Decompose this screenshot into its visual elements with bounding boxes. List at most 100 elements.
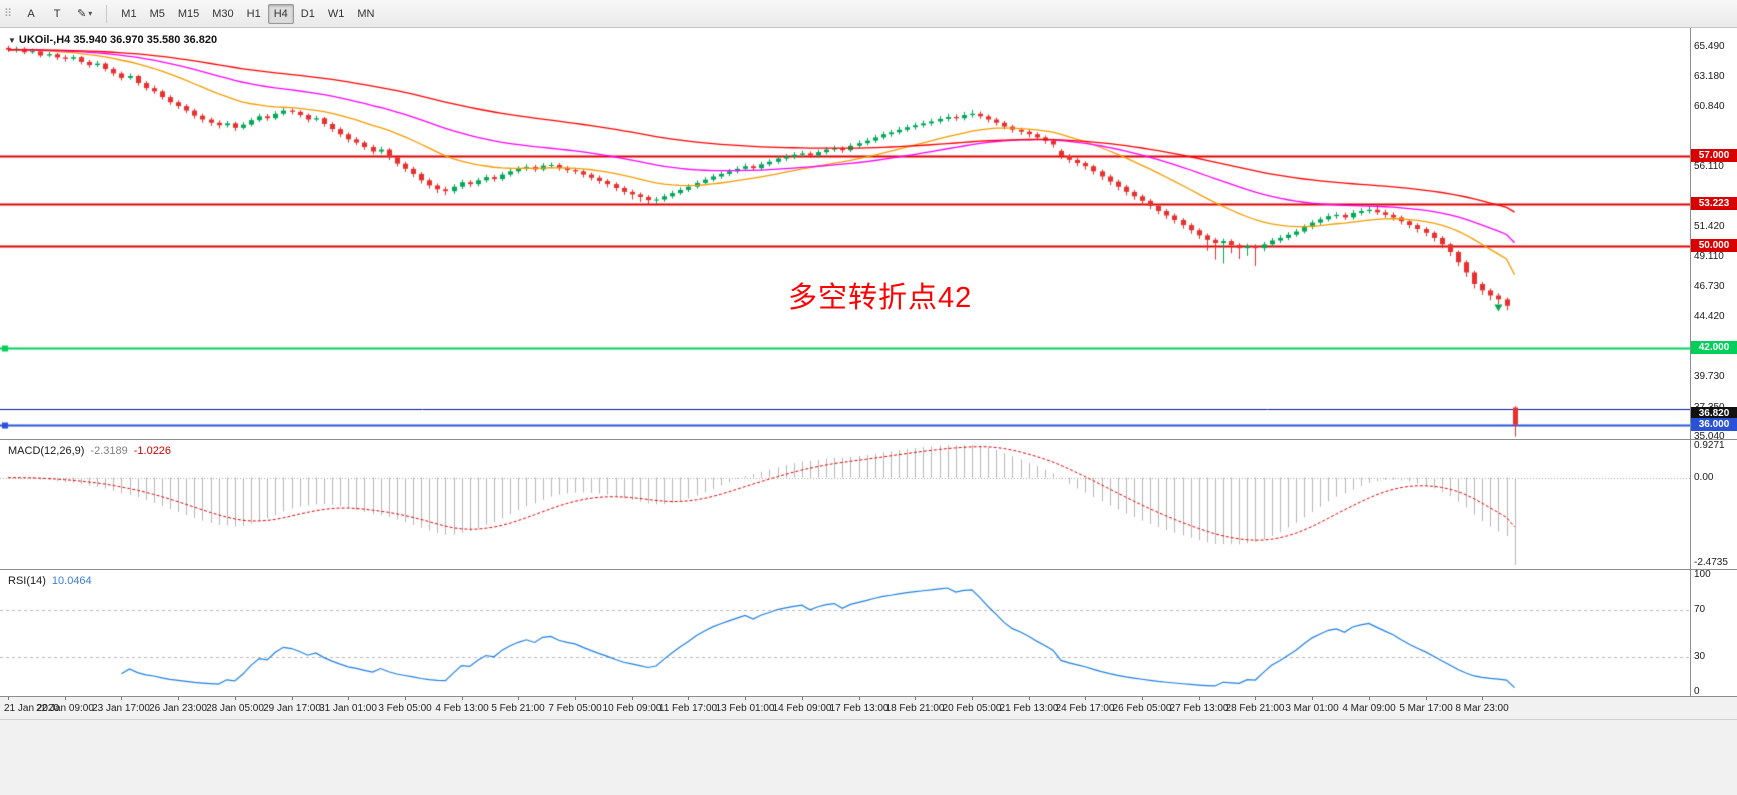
time-axis-tick [972,697,973,700]
macd-signal-value: -1.0226 [133,445,172,457]
macd-axis-label: 0.00 [1694,471,1714,483]
rsi-axis[interactable]: 100 70 30 0 [1690,569,1737,697]
price-badge: 42.000 [1691,341,1737,354]
chart-annotation-text[interactable]: 多空转折点42 [788,282,973,314]
time-axis-label: 20 Feb 05:00 [942,703,1002,714]
timeframe-button-d1[interactable]: D1 [295,4,321,24]
rsi-axis-label: 0 [1694,686,1700,697]
macd-main-value: -2.3189 [90,445,128,457]
timeframe-button-m5[interactable]: M5 [144,4,171,24]
time-axis-label: 4 Feb 13:00 [435,703,489,714]
time-axis-tick [292,697,293,700]
price-axis-label: 56.110 [1694,161,1724,173]
time-axis-label: 4 Mar 09:00 [1342,703,1396,714]
price-axis-label: 60.840 [1694,100,1725,112]
price-badge: 36.000 [1691,417,1737,431]
time-axis-tick [575,697,576,700]
macd-canvas[interactable] [0,440,1690,570]
time-axis-tick [1142,697,1143,700]
time-axis-label: 31 Jan 01:00 [319,703,377,714]
time-axis-tick [859,697,860,700]
timeframe-button-m1[interactable]: M1 [115,4,142,24]
chart-title-text: UKOil-,H4 35.940 36.970 35.580 36.820 [18,34,218,46]
time-axis-tick [8,697,9,700]
macd-axis[interactable]: 0.9271 0.00 -2.4735 [1690,440,1737,569]
time-axis-label: 21 Feb 13:00 [999,703,1059,714]
price-badge: 50.000 [1691,238,1737,252]
time-axis-tick [65,697,66,700]
rsi-value: 10.0464 [51,575,92,587]
timeframe-button-h1[interactable]: H1 [241,4,267,24]
time-axis-tick [1029,697,1030,700]
time-axis-label: 28 Jan 05:00 [206,703,264,714]
draw-tools-button[interactable]: ✎ ▾ [71,4,98,24]
price-axis-label: 51.420 [1694,221,1725,233]
timeframe-button-m30[interactable]: M30 [206,4,239,24]
time-axis-label: 21 Jan 2020 [4,703,60,714]
time-axis-label: 27 Feb 13:00 [1169,703,1229,714]
time-axis-label: 18 Feb 21:00 [885,703,945,714]
time-axis-label: 14 Feb 09:00 [772,703,832,714]
macd-axis-label: -2.4735 [1694,557,1728,568]
price-axis-label: 39.730 [1694,371,1725,383]
rsi-pane: RSI(14) 10.0464 100 70 30 0 [0,569,1737,697]
time-axis-label: 3 Mar 01:00 [1285,703,1339,714]
macd-name: MACD(12,26,9) [8,445,85,457]
toolbar: ⠿ A T ✎ ▾ M1 M5 M15 M30 H1 H4 D1 W1 MN [0,0,1737,28]
time-axis-tick [1426,697,1427,700]
time-axis-label: 5 Mar 17:00 [1399,703,1453,714]
time-axis-tick [178,697,179,700]
rsi-axis-label: 70 [1694,604,1706,616]
time-axis-tick [1199,697,1200,700]
text-annotation-button[interactable]: A [19,4,43,24]
price-badge: 36.820 [1691,407,1737,421]
time-axis-label: 10 Feb 09:00 [602,703,662,714]
time-axis-label: 5 Feb 21:00 [491,703,545,714]
toolbar-drag-handle-icon[interactable]: ⠿ [4,8,13,20]
rsi-label: RSI(14) 10.0464 [8,575,92,587]
toolbar-separator [106,4,108,23]
timeframe-button-m15[interactable]: M15 [172,4,205,24]
time-axis-label: 11 Feb 17:00 [658,703,718,714]
price-chart-canvas[interactable] [0,28,1690,440]
pencil-icon: ✎ [77,8,87,20]
price-badge: 53.223 [1691,197,1737,211]
timeframe-button-w1[interactable]: W1 [322,4,351,24]
rsi-canvas[interactable] [0,570,1690,697]
time-axis-label: 26 Feb 05:00 [1112,703,1172,714]
timeframe-group: M1 M5 M15 M30 H1 H4 D1 W1 MN [115,3,380,24]
price-axis[interactable]: 65.490 63.180 60.840 56.110 51.420 49.110 46.7… [1690,28,1737,442]
time-axis-tick [688,697,689,700]
chart-title: ▼ UKOil-,H4 35.940 36.970 35.580 36.820 [8,34,217,46]
timeframe-button-h4[interactable]: H4 [267,3,294,24]
status-strip [0,720,1737,795]
time-axis-label: 26 Jan 23:00 [149,703,207,714]
time-axis-tick [518,697,519,700]
time-axis-tick [802,697,803,700]
time-axis-label: 23 Jan 17:00 [92,703,150,714]
time-axis-tick [462,697,463,700]
time-axis-label: 17 Feb 13:00 [829,703,889,714]
chevron-down-icon: ▾ [88,9,93,18]
price-chart-pane: ▼ UKOil-,H4 35.940 36.970 35.580 36.820 多… [0,28,1737,442]
time-axis-tick [405,697,406,700]
macd-pane: MACD(12,26,9) -2.3189 -1.0226 0.9271 0.00 -2… [0,440,1737,570]
symbol-dropdown-icon[interactable]: ▼ [8,36,16,45]
time-axis-label: 29 Jan 17:00 [263,703,321,714]
time-axis-label: 24 Feb 17:00 [1055,703,1115,714]
time-axis-tick [121,697,122,700]
time-axis-tick [1369,697,1370,700]
time-axis-tick [1255,697,1256,700]
price-axis-label: 44.420 [1694,311,1725,323]
time-axis-label: 22 Jan 09:00 [36,703,94,714]
timeframe-button-mn[interactable]: MN [351,4,380,24]
time-axis-tick [235,697,236,700]
macd-axis-label: 0.9271 [1694,440,1725,451]
text-label-button[interactable]: T [45,4,69,24]
price-axis-label: 46.730 [1694,281,1725,293]
time-axis-tick [348,697,349,700]
time-axis-label: 28 Feb 21:00 [1225,703,1285,714]
time-axis-tick [915,697,916,700]
time-axis-tick [1085,697,1086,700]
time-axis[interactable]: 21 Jan 2020 22 Jan 09:00 23 Jan 17:00 26 Ja… [0,697,1737,720]
